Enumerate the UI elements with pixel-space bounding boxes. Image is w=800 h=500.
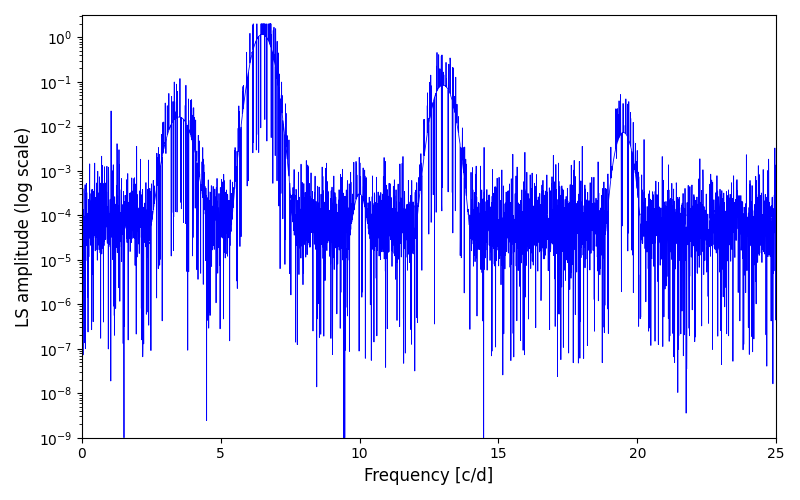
Y-axis label: LS amplitude (log scale): LS amplitude (log scale) bbox=[15, 126, 33, 326]
X-axis label: Frequency [c/d]: Frequency [c/d] bbox=[364, 467, 494, 485]
